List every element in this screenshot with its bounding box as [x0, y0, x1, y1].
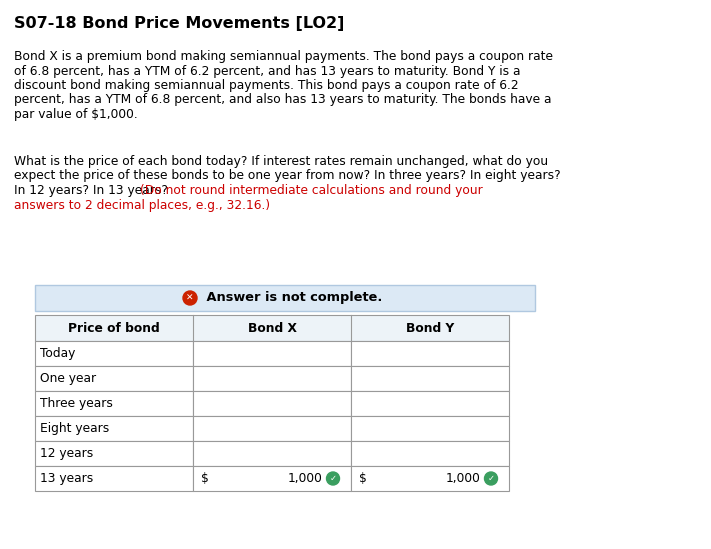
- Text: In 12 years? In 13 years?: In 12 years? In 13 years?: [14, 184, 172, 197]
- Text: discount bond making semiannual payments. This bond pays a coupon rate of 6.2: discount bond making semiannual payments…: [14, 79, 518, 92]
- Circle shape: [484, 472, 498, 485]
- Bar: [193, 466, 351, 491]
- Text: (Do not round intermediate calculations and round your: (Do not round intermediate calculations …: [140, 184, 483, 197]
- Circle shape: [183, 291, 197, 305]
- Bar: [351, 366, 509, 391]
- Text: 12 years: 12 years: [40, 447, 93, 460]
- Text: percent, has a YTM of 6.8 percent, and also has 13 years to maturity. The bonds : percent, has a YTM of 6.8 percent, and a…: [14, 93, 552, 107]
- Bar: [351, 416, 509, 441]
- Text: Price of bond: Price of bond: [68, 322, 160, 334]
- Text: Answer is not complete.: Answer is not complete.: [202, 292, 383, 305]
- Circle shape: [326, 472, 339, 485]
- Text: Eight years: Eight years: [40, 422, 109, 435]
- Bar: [35, 416, 193, 441]
- Text: ✓: ✓: [329, 474, 336, 483]
- Bar: [193, 416, 351, 441]
- Text: $: $: [359, 472, 367, 485]
- Bar: [35, 466, 193, 491]
- Text: Bond Y: Bond Y: [406, 322, 454, 334]
- Text: What is the price of each bond today? If interest rates remain unchanged, what d: What is the price of each bond today? If…: [14, 155, 548, 168]
- Text: of 6.8 percent, has a YTM of 6.2 percent, and has 13 years to maturity. Bond Y i: of 6.8 percent, has a YTM of 6.2 percent…: [14, 64, 520, 77]
- Text: Today: Today: [40, 347, 75, 360]
- Bar: [35, 285, 535, 311]
- Bar: [193, 441, 351, 466]
- Bar: [35, 315, 509, 341]
- Bar: [351, 391, 509, 416]
- Bar: [193, 366, 351, 391]
- Bar: [351, 441, 509, 466]
- Bar: [193, 341, 351, 366]
- Bar: [351, 466, 509, 491]
- Text: $: $: [201, 472, 209, 485]
- Bar: [351, 341, 509, 366]
- Bar: [35, 391, 193, 416]
- Text: S07-18 Bond Price Movements [LO2]: S07-18 Bond Price Movements [LO2]: [14, 16, 344, 31]
- Text: ✕: ✕: [186, 294, 194, 302]
- Text: 1,000: 1,000: [288, 472, 323, 485]
- Bar: [35, 441, 193, 466]
- Text: answers to 2 decimal places, e.g., 32.16.): answers to 2 decimal places, e.g., 32.16…: [14, 199, 270, 211]
- Text: 13 years: 13 years: [40, 472, 93, 485]
- Text: Bond X is a premium bond making semiannual payments. The bond pays a coupon rate: Bond X is a premium bond making semiannu…: [14, 50, 553, 63]
- Text: Three years: Three years: [40, 397, 113, 410]
- Bar: [35, 366, 193, 391]
- Text: ✓: ✓: [488, 474, 494, 483]
- Text: expect the price of these bonds to be one year from now? In three years? In eigh: expect the price of these bonds to be on…: [14, 170, 561, 182]
- Text: par value of $1,000.: par value of $1,000.: [14, 108, 138, 121]
- Text: 1,000: 1,000: [446, 472, 481, 485]
- Bar: [193, 391, 351, 416]
- Bar: [35, 341, 193, 366]
- Text: One year: One year: [40, 372, 96, 385]
- Text: Bond X: Bond X: [247, 322, 296, 334]
